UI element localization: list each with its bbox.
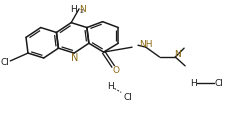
Text: N: N bbox=[72, 53, 79, 62]
Text: Cl: Cl bbox=[124, 92, 133, 101]
Text: H: H bbox=[107, 81, 114, 90]
Text: 2: 2 bbox=[80, 9, 84, 14]
Text: Cl: Cl bbox=[0, 58, 9, 67]
Text: N: N bbox=[80, 5, 86, 14]
Text: O: O bbox=[113, 66, 120, 75]
Text: Cl: Cl bbox=[214, 78, 223, 87]
Text: NH: NH bbox=[139, 39, 152, 48]
Text: H: H bbox=[191, 78, 197, 87]
Text: H: H bbox=[70, 5, 77, 14]
Text: N: N bbox=[174, 49, 181, 58]
